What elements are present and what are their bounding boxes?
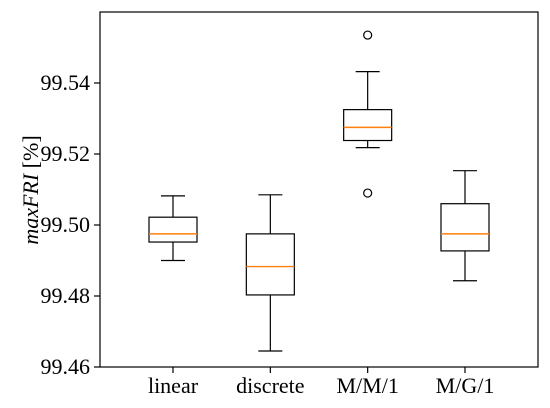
y-axis-label: maxFRI [%] bbox=[18, 135, 43, 244]
y-tick-label: 99.46 bbox=[41, 354, 91, 379]
y-tick-label: 99.52 bbox=[41, 141, 91, 166]
iqr-box bbox=[245, 233, 295, 296]
y-tick-label: 99.48 bbox=[41, 283, 91, 308]
iqr-box bbox=[343, 109, 393, 142]
iqr-box bbox=[148, 216, 198, 243]
x-tick-label: M/G/1 bbox=[436, 373, 495, 398]
box-m-g-1 bbox=[440, 170, 490, 282]
y-tick-label: 99.54 bbox=[41, 70, 91, 95]
y-tick-label: 99.50 bbox=[41, 212, 91, 237]
box-linear bbox=[148, 195, 198, 262]
y-axis-title-unit: [%] bbox=[18, 135, 43, 168]
x-tick-label: linear bbox=[148, 373, 199, 398]
outlier-point bbox=[363, 30, 373, 40]
x-tick-label: M/M/1 bbox=[336, 373, 398, 398]
y-axis-title-variable: maxFRI bbox=[18, 172, 43, 245]
y-axis-title: maxFRI [%] bbox=[18, 135, 43, 244]
plot-area: 99.46 99.48 99.50 99.52 99.54 linear discrete M… bbox=[41, 11, 539, 398]
x-tick-label: discrete bbox=[236, 373, 304, 398]
iqr-box bbox=[440, 203, 490, 252]
axes-frame bbox=[99, 11, 539, 368]
outlier-point bbox=[363, 188, 373, 198]
box-discrete bbox=[245, 194, 295, 352]
box-m-m-1 bbox=[343, 30, 393, 198]
